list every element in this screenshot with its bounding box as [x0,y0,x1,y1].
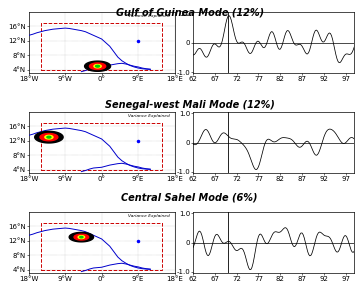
Polygon shape [78,236,84,238]
Bar [41,23,163,70]
Polygon shape [96,65,100,67]
Bar [41,223,163,270]
Polygon shape [47,136,51,138]
Polygon shape [45,135,53,139]
Text: Senegal-west Mali Mode (12%): Senegal-west Mali Mode (12%) [105,100,275,110]
Text: Variance Explained: Variance Explained [129,14,170,18]
Text: Central Sahel Mode (6%): Central Sahel Mode (6%) [121,193,258,203]
Text: Variance Explained: Variance Explained [129,113,170,118]
Bar [41,123,163,170]
Polygon shape [90,63,106,69]
Text: Variance Explained: Variance Explained [129,213,170,218]
Text: Gulf of Guinea Mode (12%): Gulf of Guinea Mode (12%) [116,7,264,17]
Polygon shape [74,234,89,240]
Polygon shape [94,65,101,68]
Polygon shape [40,133,58,141]
Polygon shape [69,232,93,242]
Polygon shape [35,131,63,143]
Polygon shape [80,236,83,238]
Polygon shape [84,61,111,71]
